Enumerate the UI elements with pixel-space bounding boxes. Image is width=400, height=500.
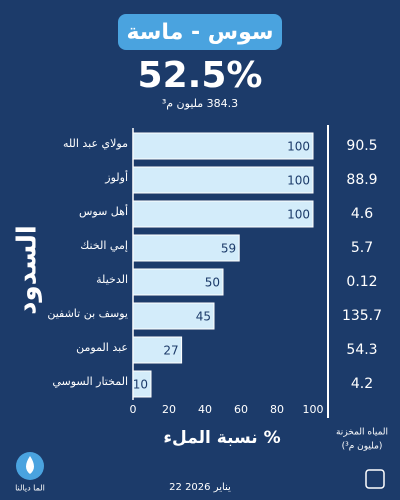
date: 22 يناير 2026	[169, 482, 231, 493]
value-label: 45	[196, 310, 211, 324]
x-tick-label: 0	[130, 403, 137, 416]
bar	[132, 234, 240, 262]
bar-category: عبد المومن	[76, 341, 128, 354]
bar-category: المختار السوسي	[52, 375, 128, 388]
value-label: 10	[133, 378, 148, 392]
bar	[132, 132, 314, 160]
title: سوس - ماسة	[118, 14, 282, 50]
bar-category: أهل سوس	[79, 204, 128, 218]
value-label: 50	[205, 276, 220, 290]
stored-value: 88.9	[346, 172, 377, 188]
total-stored: 384.3 مليون م³	[161, 97, 239, 110]
stored-value: 4.6	[351, 206, 373, 222]
bar	[132, 200, 314, 228]
logo-text: الما ديالنا	[15, 484, 45, 493]
stored-value: 5.7	[351, 240, 373, 256]
bar	[132, 336, 183, 364]
x-tick-label: 80	[270, 403, 284, 416]
stored-header: (مليون م³)	[342, 442, 383, 452]
stored-value: 0.12	[346, 274, 377, 290]
brand-icon	[365, 469, 385, 489]
bar	[132, 166, 314, 194]
stored-header: المياه المخزنة	[336, 428, 388, 438]
bar	[132, 370, 152, 398]
bar-category: يوسف بن تاشفين	[47, 307, 128, 320]
x-tick-label: 40	[198, 403, 212, 416]
value-label: 27	[163, 344, 178, 358]
stored-value: 90.5	[346, 138, 377, 154]
bar-category: الدخيلة	[96, 273, 128, 286]
x-axis-title: نسبة الملء %	[163, 428, 280, 448]
total-fill: 52.5%	[137, 55, 263, 96]
value-label: 100	[287, 140, 310, 154]
bar-category: إمي الخنك	[80, 239, 128, 252]
stored-value: 135.7	[342, 308, 382, 324]
x-tick-label: 100	[303, 403, 324, 416]
x-tick-label: 60	[234, 403, 248, 416]
bar	[132, 268, 224, 296]
stored-value: 4.2	[351, 376, 373, 392]
stored-value: 54.3	[346, 342, 377, 358]
bar-category: أولوز	[104, 170, 128, 184]
value-label: 100	[287, 208, 310, 222]
bar	[132, 302, 215, 330]
x-tick-label: 20	[162, 403, 176, 416]
bar-category: مولاي عبد الله	[63, 137, 128, 150]
value-label: 100	[287, 174, 310, 188]
value-label: 59	[221, 242, 236, 256]
logo-drop	[26, 456, 34, 474]
y-axis-title: السدود	[13, 225, 43, 315]
